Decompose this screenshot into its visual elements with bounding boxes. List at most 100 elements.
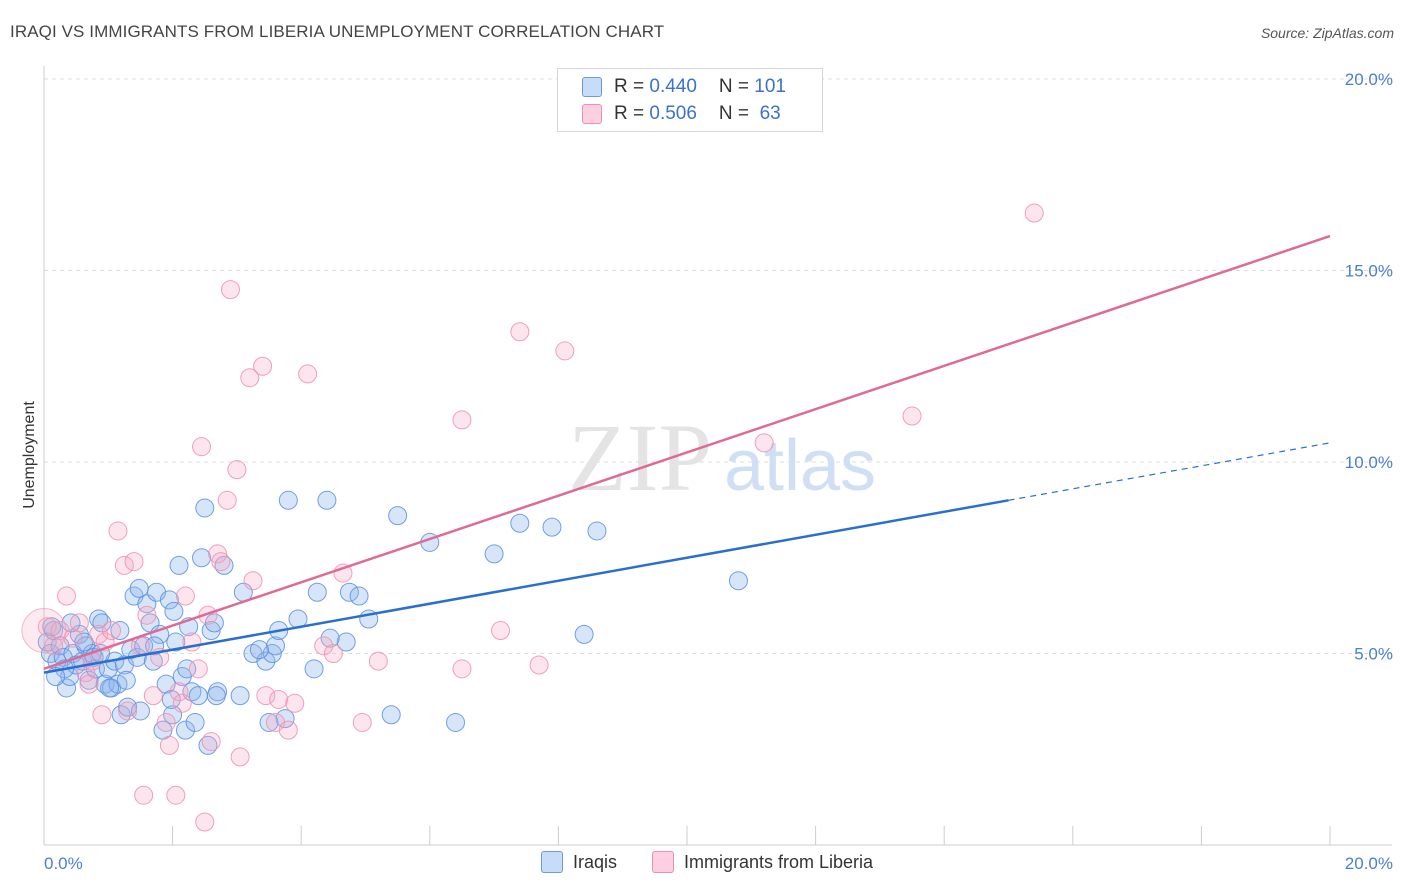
iraqis-point: [320, 628, 340, 648]
legend-n-label: N =: [718, 103, 755, 124]
liberia-point: [298, 364, 318, 384]
iraqis-point: [195, 498, 215, 518]
liberia-point: [172, 693, 192, 713]
iraqis-point: [159, 590, 179, 610]
liberia-point: [754, 433, 774, 453]
liberia-point: [156, 712, 176, 732]
legend-swatch-iraqis: [582, 77, 602, 97]
liberia-point: [134, 785, 154, 805]
liberia-point: [108, 521, 128, 541]
x-tick-label: 20.0%: [1345, 854, 1393, 873]
iraqis-point: [206, 686, 226, 706]
legend-item-iraqis: Iraqis: [541, 851, 617, 873]
iraqis-point: [201, 621, 221, 641]
liberia-point: [510, 322, 530, 342]
liberia-point: [175, 586, 195, 606]
liberia-point: [89, 624, 109, 644]
y-axis-title: Unemployment: [21, 401, 38, 509]
iraqis-point: [381, 705, 401, 725]
iraqis-point: [169, 555, 189, 575]
iraqis-trendline: [43, 499, 1009, 674]
iraqis-point: [129, 578, 149, 598]
iraqis-point: [166, 632, 186, 652]
liberia-point: [227, 460, 247, 480]
iraqis-point: [262, 644, 282, 663]
y-tick-label: 5.0%: [1354, 645, 1393, 664]
liberia-point: [314, 636, 334, 656]
legend-r-label: R =: [614, 103, 650, 124]
legend-n-label: N =: [718, 76, 755, 97]
iraqis-point: [446, 712, 466, 732]
liberia-point: [256, 686, 276, 706]
iraqis-point: [175, 720, 195, 740]
liberia-point: [195, 812, 215, 832]
iraqis-point: [89, 609, 109, 629]
iraqis-point: [249, 640, 269, 660]
iraqis-point: [110, 621, 130, 641]
liberia-point: [76, 663, 96, 683]
iraqis-point: [150, 624, 170, 644]
iraqis-point: [204, 613, 224, 633]
source-label: Source: ZipAtlas.com: [1260, 25, 1394, 41]
liberia-trendline: [43, 234, 1331, 671]
iraqis-point: [192, 548, 212, 568]
iraqis-point: [349, 586, 369, 606]
legend-n-value: 101: [754, 76, 786, 97]
liberia-point: [201, 732, 221, 752]
legend-r-value: 0.440: [649, 76, 697, 97]
liberia-point: [243, 571, 263, 591]
iraqis-point: [317, 490, 337, 510]
legend-r-label: R =: [614, 76, 650, 97]
liberia-point: [192, 437, 212, 457]
iraqis-point: [339, 582, 359, 602]
liberia-point: [278, 720, 298, 740]
iraqis-point: [587, 521, 607, 541]
liberia-point: [555, 341, 575, 361]
liberia-point: [188, 659, 208, 679]
liberia-point: [491, 621, 511, 641]
liberia-point: [92, 705, 112, 725]
liberia-point: [69, 613, 89, 633]
liberia-point: [143, 686, 163, 706]
legend-row-liberia: R = 0.506 N = 63: [558, 101, 781, 127]
liberia-point-cluster: [21, 608, 67, 654]
liberia-point: [269, 689, 289, 709]
liberia-point: [323, 644, 343, 663]
legend-swatch-liberia: [582, 104, 602, 124]
iraqis-point: [164, 601, 184, 621]
liberia-point: [137, 605, 157, 625]
liberia-point: [79, 674, 99, 694]
liberia-point: [102, 621, 122, 641]
iraqis-trendline-extension: [1008, 442, 1331, 501]
liberia-point: [118, 701, 138, 721]
liberia-point: [114, 555, 134, 575]
liberia-point: [211, 552, 231, 572]
series-legend: Iraqis Immigrants from Liberia: [0, 851, 1406, 877]
correlation-legend: R = 0.440 N = 101 R = 0.506 N = 63: [557, 68, 823, 132]
liberia-point: [217, 490, 237, 510]
liberia-point: [208, 544, 228, 564]
iraqis-point: [336, 632, 356, 652]
iraqis-point: [265, 636, 285, 656]
iraqis-point: [92, 613, 112, 633]
iraqis-point: [116, 670, 136, 690]
liberia-point: [159, 735, 179, 755]
iraqis-point: [542, 517, 562, 537]
iraqis-point: [145, 636, 165, 656]
liberia-point: [166, 785, 186, 805]
iraqis-point: [574, 624, 594, 644]
iraqis-point: [188, 686, 208, 706]
liberia-point: [285, 693, 305, 713]
legend-row-iraqis: R = 0.440 N = 101: [558, 74, 786, 100]
iraqis-point: [304, 659, 324, 679]
iraqis-point: [278, 490, 298, 510]
liberia-point: [169, 682, 189, 702]
liberia-point: [37, 617, 57, 637]
iraqis-point: [388, 506, 408, 526]
iraqis-point: [61, 613, 81, 633]
watermark-zip: ZIP: [568, 404, 712, 511]
liberia-point: [220, 280, 240, 300]
y-tick-label: 15.0%: [1345, 262, 1393, 281]
iraqis-point: [307, 582, 327, 602]
